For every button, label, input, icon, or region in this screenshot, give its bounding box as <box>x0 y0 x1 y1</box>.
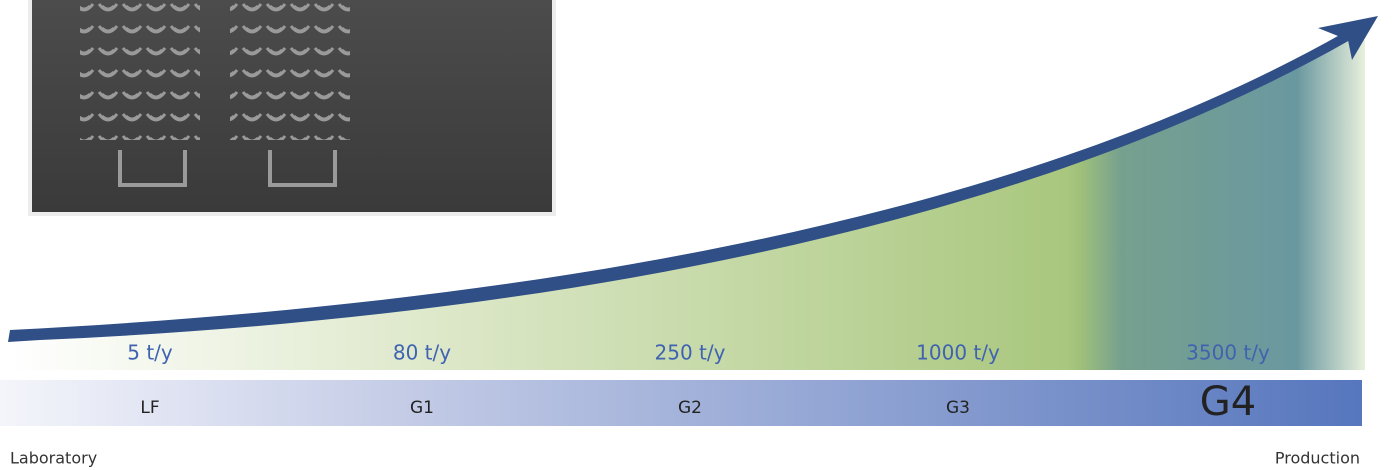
end-label: Production <box>1275 449 1360 468</box>
stage-label: G1 <box>410 398 434 418</box>
stage-capacity: 3500 t/y <box>1186 341 1270 365</box>
stage-label: G2 <box>678 398 702 418</box>
stage-label: G4 <box>1200 379 1256 425</box>
stage-capacity: 5 t/y <box>127 341 173 365</box>
stage-label: LF <box>140 398 159 418</box>
stage-capacity: 250 t/y <box>655 341 726 365</box>
start-label: Laboratory <box>10 449 97 468</box>
stage-capacity: 1000 t/y <box>916 341 1000 365</box>
stage-capacity: 80 t/y <box>393 341 451 365</box>
reactor-photo <box>28 0 556 216</box>
scaleup-diagram: 5 t/y LF 80 t/y G1 250 t/y G2 1000 t/y G3 3500 t… <box>0 0 1394 470</box>
stage-label: G3 <box>946 398 970 418</box>
